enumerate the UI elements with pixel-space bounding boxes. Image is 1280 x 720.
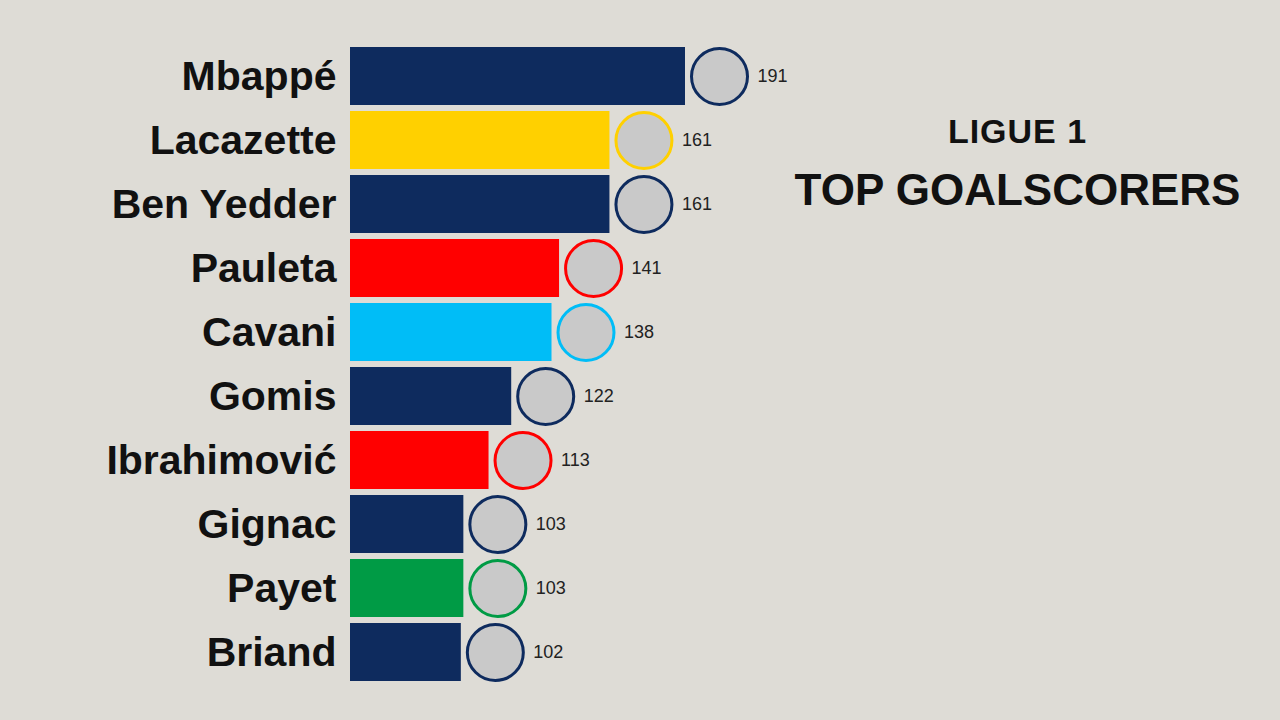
- html-text:LIGUE 1: LIGUE 1: [947, 112, 1088, 150]
- svg-text:Payet: Payet: [227, 565, 337, 611]
- svg-text:122: 122: [584, 386, 614, 406]
- svg-text:161: 161: [682, 130, 712, 150]
- svg-text:138: 138: [624, 322, 654, 342]
- svg-text:103: 103: [536, 514, 566, 534]
- svg-text:Gomis: Gomis: [209, 373, 337, 419]
- svg-text:113: 113: [561, 450, 590, 470]
- svg-text:Ibrahimović: Ibrahimović: [106, 437, 336, 483]
- svg-text:Pauleta: Pauleta: [191, 245, 338, 291]
- svg-text:102: 102: [533, 642, 563, 662]
- svg-text:Ben Yedder: Ben Yedder: [112, 181, 337, 227]
- svg-text:Gignac: Gignac: [198, 501, 337, 547]
- svg-text:191: 191: [758, 66, 788, 86]
- svg-text:Mbappé: Mbappé: [182, 53, 337, 99]
- svg-text:Cavani: Cavani: [202, 309, 336, 355]
- svg-text:141: 141: [632, 258, 662, 278]
- svg-text:161: 161: [682, 194, 712, 214]
- svg-text:Briand: Briand: [207, 629, 337, 675]
- svg-text:103: 103: [536, 578, 566, 598]
- svg-text:Lacazette: Lacazette: [150, 117, 337, 163]
- html-text:TOP GOALSCORERS: TOP GOALSCORERS: [794, 165, 1241, 214]
